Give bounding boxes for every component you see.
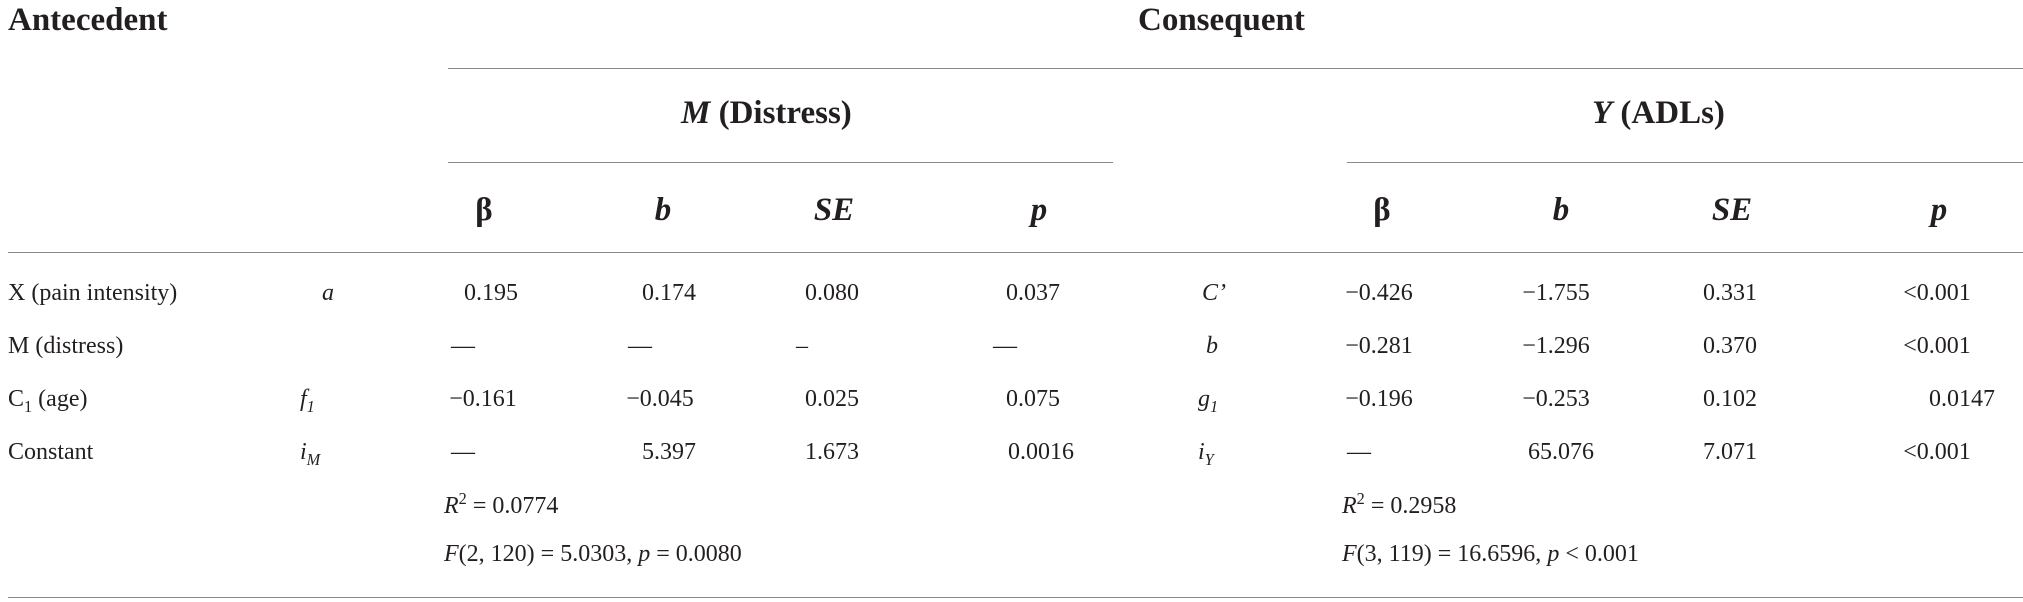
consequent-rule xyxy=(448,68,2023,69)
table-cell: 1.673 xyxy=(805,439,859,465)
m-f-stat: F(2, 120) = 5.0303, p = 0.0080 xyxy=(444,541,742,567)
table-cell: 0.075 xyxy=(1006,386,1060,412)
table-cell: 0.0147 xyxy=(1929,386,1995,412)
table-cell: 0.174 xyxy=(642,280,696,306)
table-cell: – xyxy=(796,333,808,359)
y-col-beta: β xyxy=(1373,192,1391,228)
m-r-squared: R2 = 0.0774 xyxy=(444,489,559,519)
table-cell: −0.426 xyxy=(1345,280,1413,306)
table-cell: −0.045 xyxy=(626,386,694,412)
y-path-iy: iY xyxy=(1198,439,1214,469)
consequent-header: Consequent xyxy=(1138,2,1305,38)
table-cell: 0.370 xyxy=(1703,333,1757,359)
table-cell: <0.001 xyxy=(1903,333,1971,359)
m-path-f1: f1 xyxy=(300,386,315,416)
table-cell: — xyxy=(451,439,475,465)
m-group-header: M (Distress) xyxy=(681,95,852,131)
table-cell: 0.025 xyxy=(805,386,859,412)
table-cell: 0.080 xyxy=(805,280,859,306)
table-cell: — xyxy=(993,333,1017,359)
table-cell: 0.037 xyxy=(1006,280,1060,306)
table-cell: −0.281 xyxy=(1345,333,1413,359)
table-cell: <0.001 xyxy=(1903,280,1971,306)
table-cell: 0.102 xyxy=(1703,386,1757,412)
table-cell: 0.0016 xyxy=(1008,439,1074,465)
y-f-stat: F(3, 119) = 16.6596, p < 0.001 xyxy=(1342,541,1639,567)
table-cell: 5.397 xyxy=(642,439,696,465)
y-group-header: Y (ADLs) xyxy=(1592,95,1725,131)
table-cell: −1.296 xyxy=(1522,333,1590,359)
y-path-c-prime: C’ xyxy=(1202,280,1226,306)
m-path-im: iM xyxy=(300,439,321,469)
table-cell: — xyxy=(628,333,652,359)
table-cell: 0.331 xyxy=(1703,280,1757,306)
table-cell: — xyxy=(451,333,475,359)
y-group-rule xyxy=(1347,162,2023,163)
table-cell: <0.001 xyxy=(1903,439,1971,465)
table-cell: 0.195 xyxy=(464,280,518,306)
table-cell: 7.071 xyxy=(1703,439,1757,465)
m-col-p: p xyxy=(1030,192,1048,228)
y-path-g1: g1 xyxy=(1198,386,1219,416)
antecedent-header: Antecedent xyxy=(8,2,168,38)
y-col-p: p xyxy=(1930,192,1948,228)
y-col-se: SE xyxy=(1711,192,1753,228)
table-cell: −0.161 xyxy=(449,386,517,412)
row-label-x: X (pain intensity) xyxy=(8,280,178,306)
m-path-a: a xyxy=(322,280,334,306)
y-r-squared: R2 = 0.2958 xyxy=(1342,489,1457,519)
table-cell: −0.253 xyxy=(1522,386,1590,412)
table-cell: — xyxy=(1347,439,1371,465)
row-label-constant: Constant xyxy=(8,439,94,465)
m-group-rule xyxy=(448,162,1113,163)
table-cell: 65.076 xyxy=(1528,439,1594,465)
row-label-m: M (distress) xyxy=(8,333,124,359)
m-col-se: SE xyxy=(813,192,855,228)
header-rule xyxy=(8,252,2023,253)
y-path-b: b xyxy=(1206,333,1218,359)
m-col-beta: β xyxy=(475,192,493,228)
table-cell: −1.755 xyxy=(1522,280,1590,306)
table-cell: −0.196 xyxy=(1345,386,1413,412)
y-col-b: b xyxy=(1552,192,1570,228)
m-col-b: b xyxy=(654,192,672,228)
row-label-c1: C1 (age) xyxy=(8,386,88,416)
bottom-rule xyxy=(8,597,2023,598)
